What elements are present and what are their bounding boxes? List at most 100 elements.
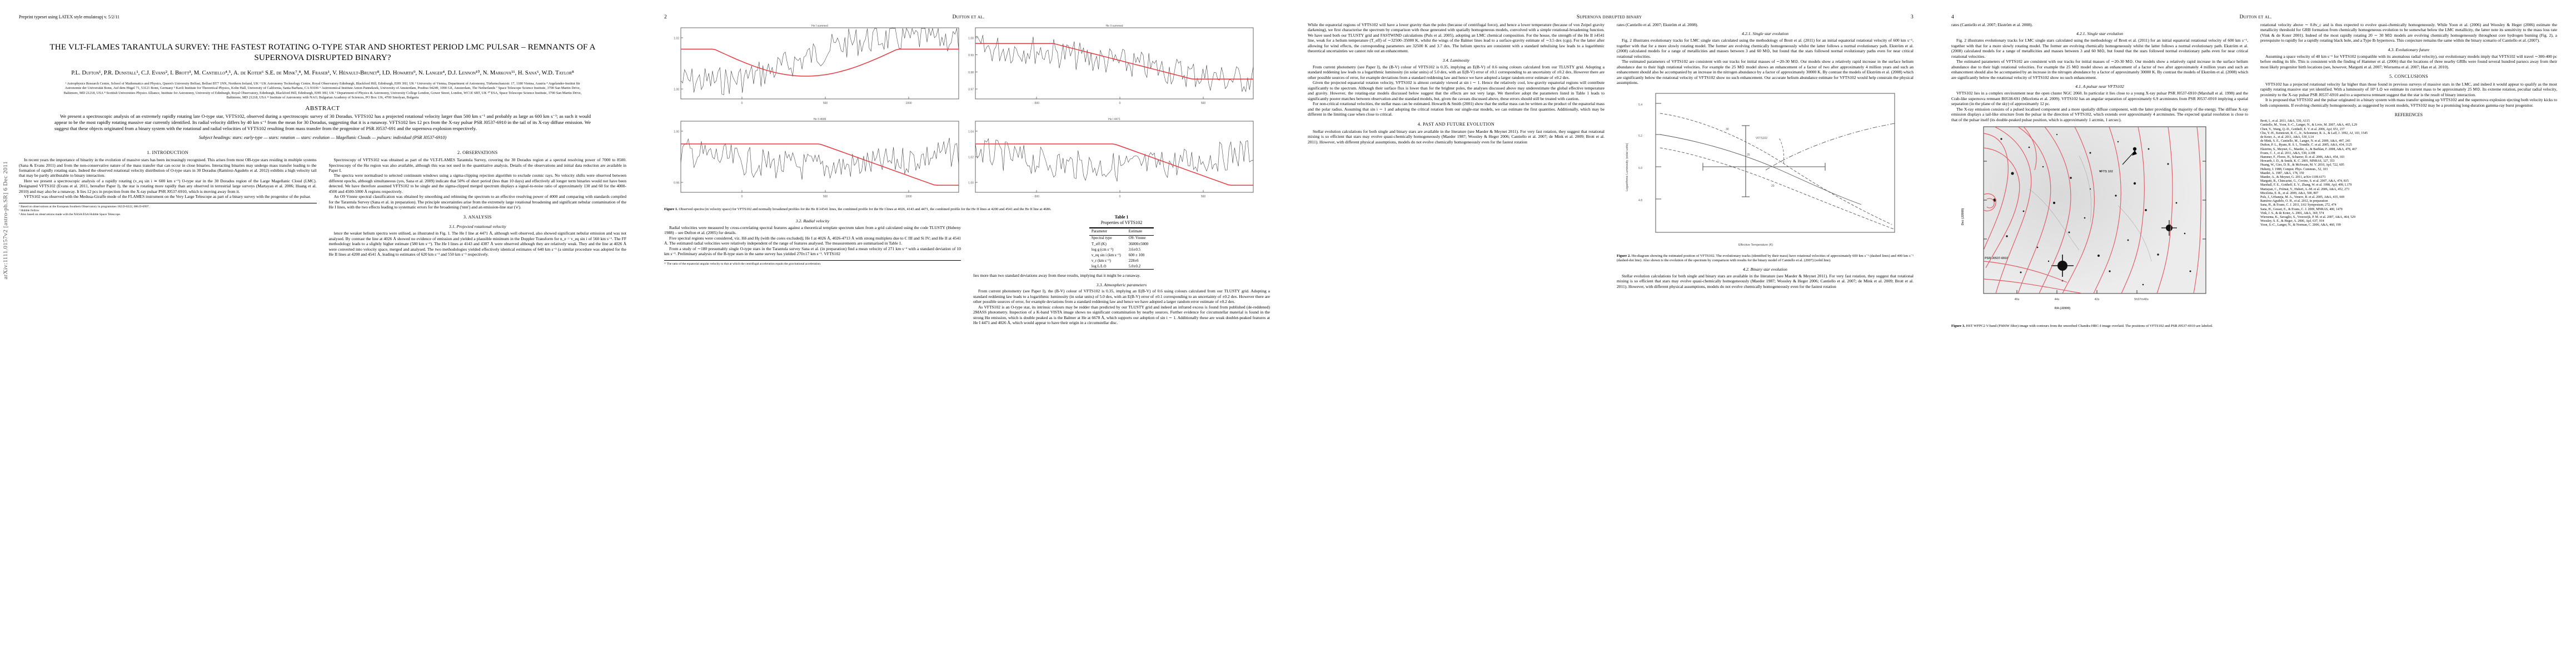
table-col-parameter: Parameter	[1089, 227, 1127, 236]
spectrum-panel-title: He II summed	[1105, 24, 1123, 28]
subsection-heading-pulsar: 4.1. A pulsar near VFTS102	[2075, 84, 2124, 89]
page-4: 4 Dufton et al. rates (Cantiello et al. …	[1932, 0, 2576, 667]
pulsar-label: PSR J0537-6910	[1985, 257, 2008, 260]
x-tick-label: 0	[741, 195, 743, 198]
reference-entry: Dufton, P. L., Ryans, R. S. I., Trundle,…	[2260, 143, 2352, 147]
figure-1-caption: Figure 1. Observed spectra (in velocity …	[664, 207, 1270, 212]
paragraph: rates (Cantiello et al. 2007; Ekström et…	[1617, 22, 1698, 27]
paragraph: From current photometry (see Paper I), t…	[973, 288, 1270, 305]
figure-1-plot: He I summed 0 500 1000 1.02 1.00 He II summed -…	[674, 24, 1254, 198]
table-cell-parameter: log g (cm s⁻²)	[1091, 247, 1114, 252]
ytick-5.2: 5.2	[1638, 135, 1642, 138]
table-1-grid: Parameter Estimate Spectral type O9: Vnnn…	[1089, 227, 1154, 270]
reference-entry: Wiersema, K., Savaglio, S., Vreeswijk, P…	[2260, 216, 2355, 220]
paragraph: Five spectral regions were considered, v…	[664, 235, 961, 246]
page-title: THE VLT-FLAMES TARANTULA SURVEY: THE FAS…	[49, 42, 596, 63]
figure-2: Logarithmic Luminosity (solar units) 5.4…	[1617, 86, 1914, 263]
table-header-row: Parameter Estimate	[1089, 227, 1154, 236]
figure-3-label: Figure 3.	[1951, 323, 1965, 328]
x-tick-label: -500	[1034, 102, 1039, 105]
preprint-line: Preprint typeset using LATEX style emula…	[19, 14, 119, 19]
running-head: Dufton et al.	[952, 14, 985, 20]
reference-entry: Ekström, S., Meynet, G., Maeder, A., & B…	[2260, 147, 2357, 151]
track-label-30: 30	[1726, 128, 1729, 131]
fig3-ylabel: Dec (J2000)	[1961, 208, 1965, 226]
table-1-caption: Properties of VFTS102	[1100, 220, 1143, 226]
paragraph: While the equatorial regions of VFTS102 …	[1308, 22, 1605, 54]
x-tick-label: 1000	[905, 102, 911, 105]
observed-spectrum	[680, 28, 959, 96]
reference-entry: Martayan, C., Frémat, Y., Hubert, A.-M. …	[2260, 187, 2350, 191]
model-profile	[681, 143, 959, 186]
paragraph: The estimated parameters of VFTS102 are …	[1951, 59, 2248, 80]
page4-columns: rates (Cantiello et al. 2007; Ekström et…	[1951, 22, 2557, 331]
y-tick-label: 1.02	[674, 37, 679, 40]
model-profile	[975, 143, 1253, 186]
reference-entry: Chen, Y., Wang, Q.-D., Gotthelf, E. V. e…	[2260, 127, 2345, 131]
subject-keywords: Subject headings: stars: early-type — st…	[198, 135, 447, 140]
x-tick-label: 500	[823, 102, 828, 105]
y-tick-label: 1.00	[674, 130, 679, 133]
footnote: ¹² The ratio of the equatorial angular v…	[664, 262, 821, 266]
y-tick-label: 0.99	[968, 54, 974, 57]
reference-entry: de Mink, S. E., Cantiello, M., Langer, N…	[2260, 140, 2350, 143]
paragraph: The estimated parameters of VFTS102 are …	[1617, 59, 1914, 86]
ytick-5.0: 5.0	[1638, 167, 1642, 170]
x-tick-label: -500	[1034, 195, 1039, 198]
reference-entry: Maeder, A. 1987, A&A, 178, 159	[2260, 171, 2304, 175]
section-heading-analysis: 3. ANALYSIS	[463, 214, 492, 220]
fig3-xtick-3: 5h37m40s	[2134, 298, 2149, 301]
section-heading-evolution: 4. PAST AND FUTURE EVOLUTION	[1417, 121, 1495, 127]
track-dashdot	[1765, 123, 1895, 171]
table-1-heading: Table 1 Properties of VFTS102	[973, 215, 1270, 226]
page-3: Supernova disrupted binary 3 While the e…	[1289, 0, 1932, 667]
paragraph: From a study of ∼180 presumably single O…	[664, 246, 961, 257]
figure-1: He I summed 0 500 1000 1.02 1.00 He II summed -…	[664, 22, 1270, 212]
table-1: Table 1 Properties of VFTS102 Parameter …	[973, 215, 1270, 270]
footnotes-page1: ¹ Based on observations at the European …	[19, 202, 317, 217]
y-tick-label: 0.98	[968, 71, 974, 74]
paragraph: rates (Cantiello et al. 2007; Ekström et…	[1951, 22, 2033, 27]
page2-column-right: Table 1 Properties of VFTS102 Parameter …	[973, 215, 1270, 326]
paragraph: Assuming a space velocity of 40 km s⁻¹ f…	[2260, 53, 2557, 69]
table-cell-parameter: v_r (km s⁻¹)	[1091, 258, 1111, 263]
subsection-heading-vsini: 3.1. Projected rotational velocity	[449, 224, 506, 230]
paragraph: In recent years the importance of binari…	[19, 157, 317, 178]
reference-entry: Micelotta, E. R., et al. 2009, A&A, 500,…	[2260, 191, 2319, 195]
xray-contours	[1984, 126, 2201, 293]
figure-3-image: VFTS 102 PSR J0537-6910 46s 44s 42s	[1961, 126, 2206, 310]
reference-entry: Margutti, R., Chincarini, G., Covino, S.…	[2260, 180, 2349, 183]
table-cell-estimate: 228±6	[1128, 258, 1139, 263]
page-number: 2	[664, 14, 667, 20]
section-heading-conclusions: 5. CONCLUSIONS	[2389, 74, 2428, 79]
x-tick-label: 500	[823, 195, 828, 198]
figure-2-caption: Figure 2. Hα-diagram showing the estimat…	[1617, 254, 1914, 263]
table-row: Spectral type O9: Vnnne	[1089, 235, 1154, 241]
reference-entry: Woosley, S. E., & Heger, A. 2006, ApJ, 6…	[2260, 220, 2324, 223]
spectrum-panel-title: He I summed	[811, 24, 828, 28]
spectrum-panel-title: He II 4686	[813, 118, 826, 121]
table-row: v_r (km s⁻¹) 228±6	[1089, 258, 1154, 263]
paragraph: Stellar evolution calculations for both …	[1308, 128, 1605, 145]
page1-columns: 1. INTRODUCTION In recent years the impo…	[19, 146, 626, 257]
x-tick-label: 500	[1201, 195, 1206, 198]
paragraph: lies more than two standard deviations a…	[973, 273, 1141, 278]
table-col-estimate: Estimate	[1126, 227, 1154, 236]
table-row: log L/L⊙ 5.0±0.2	[1089, 263, 1154, 270]
page1-column-left: 1. INTRODUCTION In recent years the impo…	[19, 146, 317, 257]
subsection-heading-single-star-evolution: 4.2.1. Single star evolution	[2076, 31, 2124, 37]
paragraph: VFTS102 lies in a complex environment ne…	[1951, 91, 2248, 107]
track-label-20: 20	[1771, 185, 1775, 188]
y-tick-label: 0.98	[674, 182, 679, 185]
vfts102-errorbars	[1702, 125, 1826, 197]
abstract-text: We present a spectroscopic analysis of a…	[54, 113, 591, 132]
vfts102-point-label: VFTS102	[1756, 137, 1767, 140]
observed-spectrum	[975, 138, 1254, 182]
table-cell-estimate: O9: Vnnne	[1128, 236, 1146, 241]
section-heading-introduction: 1. INTRODUCTION	[147, 150, 189, 155]
page-2: 2 Dufton et al. He I summed 0 500 1000 1.02 1…	[645, 0, 1289, 667]
paragraph: VFTS102 has a projected rotational veloc…	[2260, 81, 2557, 97]
subsection-heading-atmospheric: 3.3. Atmospheric parameters	[1096, 282, 1147, 287]
figure-3-caption: Figure 3. HST WFPC2 V-band (F606W filter…	[1951, 324, 2248, 328]
reference-entry: Brott, I., et al. 2011, A&A, 530, A115	[2260, 120, 2310, 123]
